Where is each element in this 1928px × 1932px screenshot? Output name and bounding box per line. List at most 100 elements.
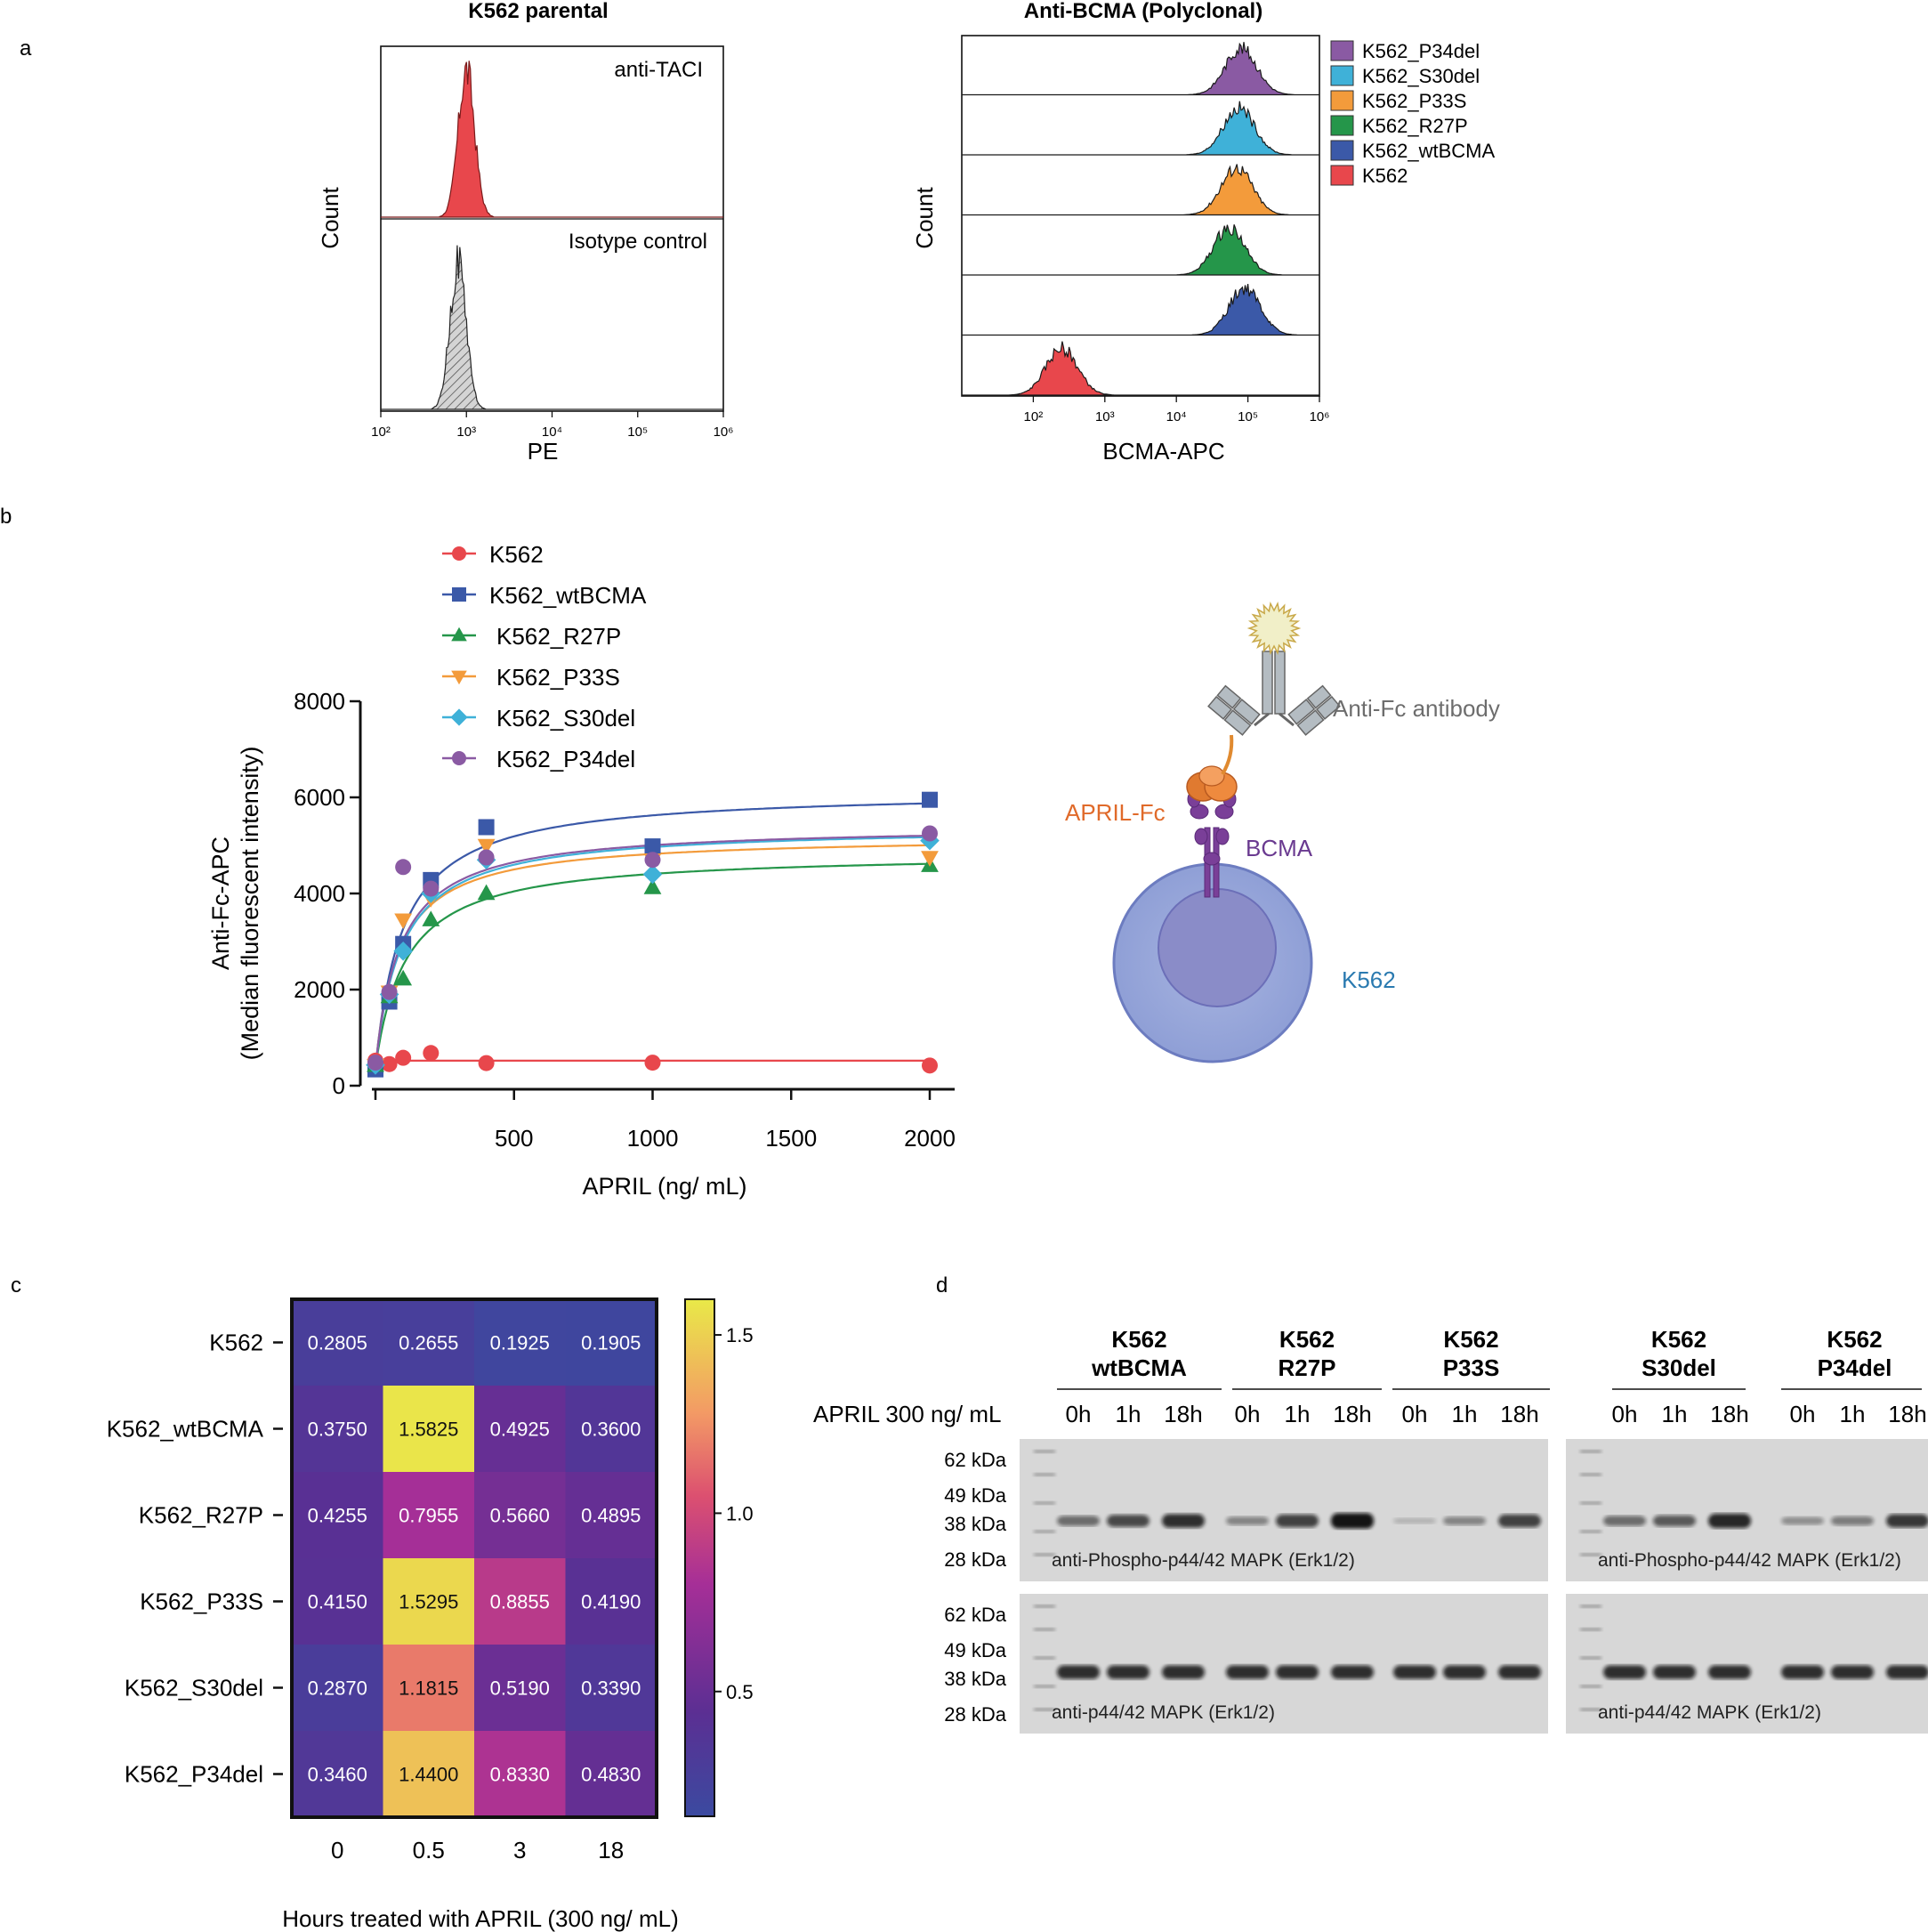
heatmap-cell-value: 1.1815 bbox=[399, 1677, 458, 1700]
heatmap-cell-value: 0.1905 bbox=[581, 1332, 641, 1354]
a2-tick-label: 10⁶ bbox=[1310, 409, 1330, 424]
western-band bbox=[1226, 1516, 1269, 1525]
western-ladder-band bbox=[1580, 1708, 1601, 1711]
b-fit-k562-r27p bbox=[374, 862, 930, 1068]
western-band bbox=[1781, 1516, 1824, 1525]
b-legend-label: K562_wtBCMA bbox=[489, 582, 647, 609]
a2-legend-label: K562_wtBCMA bbox=[1362, 140, 1496, 162]
a2-legend-label: K562_S30del bbox=[1362, 65, 1480, 87]
western-band bbox=[1107, 1665, 1150, 1679]
b-ytick-label: 0 bbox=[333, 1072, 345, 1099]
western-marker-label: 28 kDa bbox=[944, 1703, 1006, 1726]
western-lane-time: 1h bbox=[1116, 1401, 1141, 1427]
heatmap-cell bbox=[292, 1472, 383, 1559]
b-point-k562 bbox=[478, 1055, 495, 1071]
heatmap-cell-value: 0.3750 bbox=[308, 1419, 367, 1441]
heatmap-cell bbox=[565, 1558, 657, 1645]
heatmap-cell-value: 0.3390 bbox=[581, 1677, 641, 1700]
heatmap-xlabel: Hours treated with APRIL (300 ng/ mL) bbox=[282, 1905, 679, 1932]
b-point-k562-r27p bbox=[643, 878, 662, 894]
a1-tick-label: 10⁵ bbox=[627, 424, 648, 440]
western-lane-time: 18h bbox=[1710, 1401, 1748, 1427]
western-membrane-bg bbox=[1566, 1439, 1928, 1581]
western-ladder-band bbox=[1580, 1553, 1601, 1556]
colorbar-tick-label: 1.0 bbox=[726, 1502, 754, 1524]
western-group-title-line1: K562 bbox=[1651, 1326, 1706, 1353]
western-marker-label: 49 kDa bbox=[944, 1484, 1006, 1507]
b-legend-label: K562_P34del bbox=[496, 746, 635, 772]
histogram-anti-bcma: Anti-BCMA (Polyclonal) Count BCMA-APC 10… bbox=[911, 0, 1496, 465]
b-legend-label: K562 bbox=[489, 541, 544, 568]
western-band bbox=[1443, 1665, 1486, 1679]
western-group-title-line1: K562 bbox=[1111, 1326, 1166, 1353]
a2-ylabel: Count bbox=[911, 187, 938, 249]
western-group-title-line2: R27P bbox=[1278, 1354, 1335, 1381]
label-april-fc: APRIL-Fc bbox=[1065, 799, 1166, 826]
b-legend-label: K562_P33S bbox=[496, 664, 620, 691]
b-ytick-label: 8000 bbox=[294, 688, 345, 715]
western-marker-label: 38 kDa bbox=[944, 1668, 1006, 1690]
western-membrane-bg bbox=[1566, 1594, 1928, 1734]
western-treatment-label: APRIL 300 ng/ mL bbox=[813, 1401, 1002, 1427]
western-ladder-band bbox=[1580, 1473, 1601, 1476]
western-band bbox=[1331, 1513, 1374, 1529]
a2-legend-swatch bbox=[1330, 115, 1354, 136]
b-point-k562-p34del bbox=[367, 1055, 383, 1071]
heatmap-cell-value: 0.8855 bbox=[490, 1591, 550, 1613]
western-ladder-band bbox=[1034, 1450, 1055, 1453]
western-group-title-line2: wtBCMA bbox=[1091, 1354, 1187, 1381]
b-point-k562-p33s bbox=[921, 851, 939, 867]
b-point-k562-s30del bbox=[642, 864, 663, 885]
b-point-k562 bbox=[423, 1045, 440, 1062]
anti-fc-antibody bbox=[1207, 651, 1341, 736]
a1-histogram-anti-taci bbox=[381, 61, 723, 218]
heatmap-cell-value: 0.1925 bbox=[490, 1332, 550, 1354]
heatmap-cell bbox=[292, 1731, 383, 1818]
western-ladder-band bbox=[1034, 1656, 1055, 1660]
b-point-k562-p33s bbox=[394, 913, 413, 930]
western-band bbox=[1226, 1665, 1269, 1679]
a2-legend-label: K562_P33S bbox=[1362, 90, 1466, 112]
western-band bbox=[1057, 1665, 1100, 1679]
panel-label-d: d bbox=[936, 1273, 948, 1297]
heatmap-cell bbox=[565, 1386, 657, 1473]
b-point-k562-p34del bbox=[922, 825, 938, 842]
western-ladder-band bbox=[1034, 1553, 1055, 1556]
heatmap-col-label: 3 bbox=[513, 1837, 526, 1863]
heatmap-cell bbox=[565, 1731, 657, 1818]
panel-a: a K562 parental anti-TACI Isotype contro… bbox=[20, 0, 1496, 465]
western-antibody-label: anti-Phospho-p44/42 MAPK (Erk1/2) bbox=[1598, 1550, 1901, 1571]
b-legend-marker bbox=[452, 751, 466, 765]
western-lane-time: 0h bbox=[1066, 1401, 1092, 1427]
april-fc-ligand bbox=[1186, 734, 1238, 802]
a1-tick-label: 10⁴ bbox=[542, 424, 562, 440]
label-k562-cell: K562 bbox=[1342, 966, 1396, 993]
western-band bbox=[1276, 1514, 1319, 1528]
a2-legend-swatch bbox=[1330, 165, 1354, 186]
western-band bbox=[1831, 1665, 1874, 1679]
heatmap-cell bbox=[383, 1472, 475, 1559]
a2-xlabel: BCMA-APC bbox=[1102, 438, 1224, 465]
western-antibody-label: anti-p44/42 MAPK (Erk1/2) bbox=[1052, 1702, 1275, 1723]
western-ladder-band bbox=[1580, 1628, 1601, 1631]
western-lane-time: 1h bbox=[1840, 1401, 1866, 1427]
b-point-k562-r27p bbox=[422, 910, 440, 926]
western-group-title-line1: K562 bbox=[1279, 1326, 1335, 1353]
western-group-title-line2: S30del bbox=[1642, 1354, 1716, 1381]
western-group-title-line1: K562 bbox=[1827, 1326, 1882, 1353]
heatmap-cell-value: 0.8330 bbox=[490, 1764, 550, 1786]
heatmap-cell bbox=[383, 1731, 475, 1818]
western-ladder-band bbox=[1034, 1501, 1055, 1505]
western-ladder-band bbox=[1034, 1473, 1055, 1476]
heatmap-cell bbox=[474, 1386, 566, 1473]
b-point-k562-p34del bbox=[381, 983, 398, 1000]
western-ladder-band bbox=[1580, 1605, 1601, 1608]
heatmap-col-label: 0 bbox=[331, 1837, 343, 1863]
b-point-k562 bbox=[644, 1055, 661, 1071]
a1-title: K562 parental bbox=[468, 0, 608, 23]
heatmap-cell bbox=[565, 1645, 657, 1732]
a1-tick-label: 10⁶ bbox=[714, 424, 734, 440]
b-xtick-label: 1500 bbox=[765, 1125, 817, 1152]
heatmap-cell bbox=[383, 1386, 475, 1473]
b-xtick-label: 1000 bbox=[627, 1125, 679, 1152]
